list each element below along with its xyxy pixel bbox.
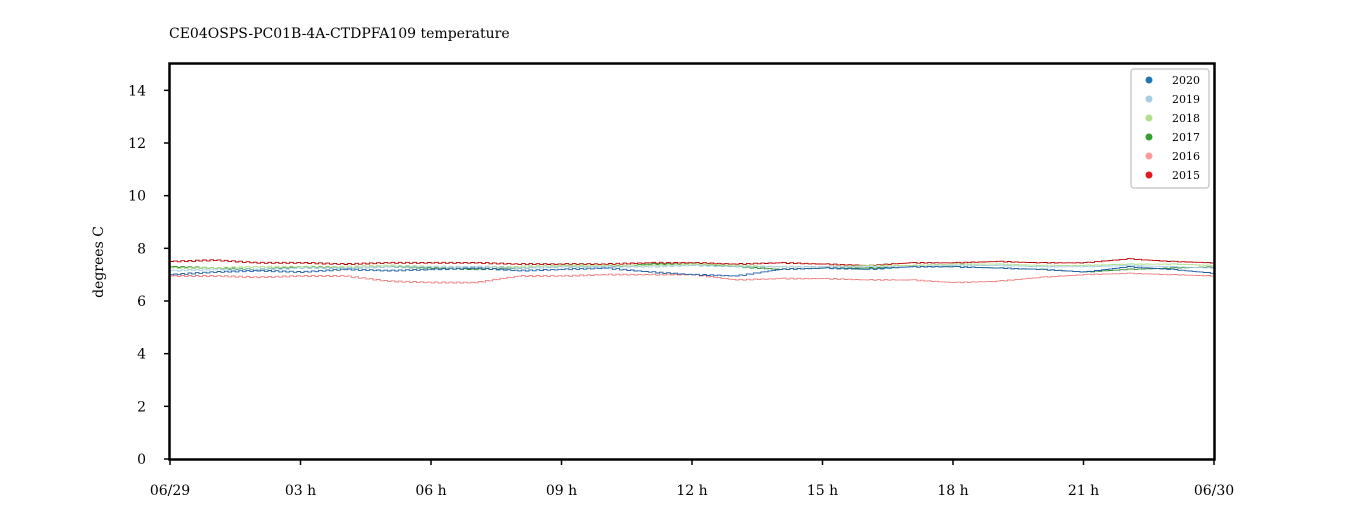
chart-title: CE04OSPS-PC01B-4A-CTDPFA109 temperature <box>169 26 510 42</box>
legend-marker-2019 <box>1145 95 1153 103</box>
x-tick-label: 15 h <box>807 483 838 499</box>
x-tick-label: 03 h <box>285 483 316 499</box>
y-tick-label: 12 <box>128 136 146 152</box>
series-line-2015 <box>170 258 1215 266</box>
x-axis-ticks: 06/29 03 h 06 h 09 h 12 h 15 h 18 h 21 h 06/30 <box>150 459 1234 499</box>
legend: 2020 2019 2018 2017 2016 2015 <box>1130 68 1210 189</box>
y-tick-label: 4 <box>137 347 146 363</box>
x-tick-label: 18 h <box>937 483 968 499</box>
y-axis-ticks: 0 2 4 6 8 10 12 14 <box>128 83 170 468</box>
y-tick-label: 10 <box>128 189 146 205</box>
y-tick-label: 6 <box>137 294 146 310</box>
legend-label: 2017 <box>1172 131 1200 144</box>
plot-frame <box>168 62 1216 461</box>
x-tick-label: 21 h <box>1068 483 1099 499</box>
legend-marker-2020 <box>1145 76 1153 84</box>
legend-marker-2015 <box>1145 171 1153 179</box>
x-tick-label: 12 h <box>676 483 707 499</box>
x-tick-label: 06/29 <box>150 483 190 499</box>
legend-label: 2020 <box>1172 74 1200 87</box>
series-line-2018 <box>170 263 1215 270</box>
legend-label: 2019 <box>1172 93 1200 106</box>
y-tick-label: 0 <box>137 452 146 468</box>
series-line-2019 <box>170 264 1215 272</box>
legend-label: 2016 <box>1172 150 1200 163</box>
legend-marker-2018 <box>1145 114 1153 122</box>
y-axis-label: degrees C <box>91 226 107 298</box>
legend-label: 2018 <box>1172 112 1200 125</box>
legend-label: 2015 <box>1172 169 1200 182</box>
y-tick-label: 8 <box>137 241 146 257</box>
legend-marker-2016 <box>1145 152 1153 160</box>
series-lines <box>170 258 1215 284</box>
y-tick-label: 2 <box>137 399 146 415</box>
x-tick-label: 06/30 <box>1194 483 1234 499</box>
x-tick-label: 06 h <box>415 483 446 499</box>
series-line-2016 <box>170 272 1215 284</box>
y-tick-label: 14 <box>128 83 146 99</box>
series-line-2020 <box>170 265 1215 277</box>
legend-marker-2017 <box>1145 133 1153 141</box>
x-tick-label: 09 h <box>546 483 577 499</box>
